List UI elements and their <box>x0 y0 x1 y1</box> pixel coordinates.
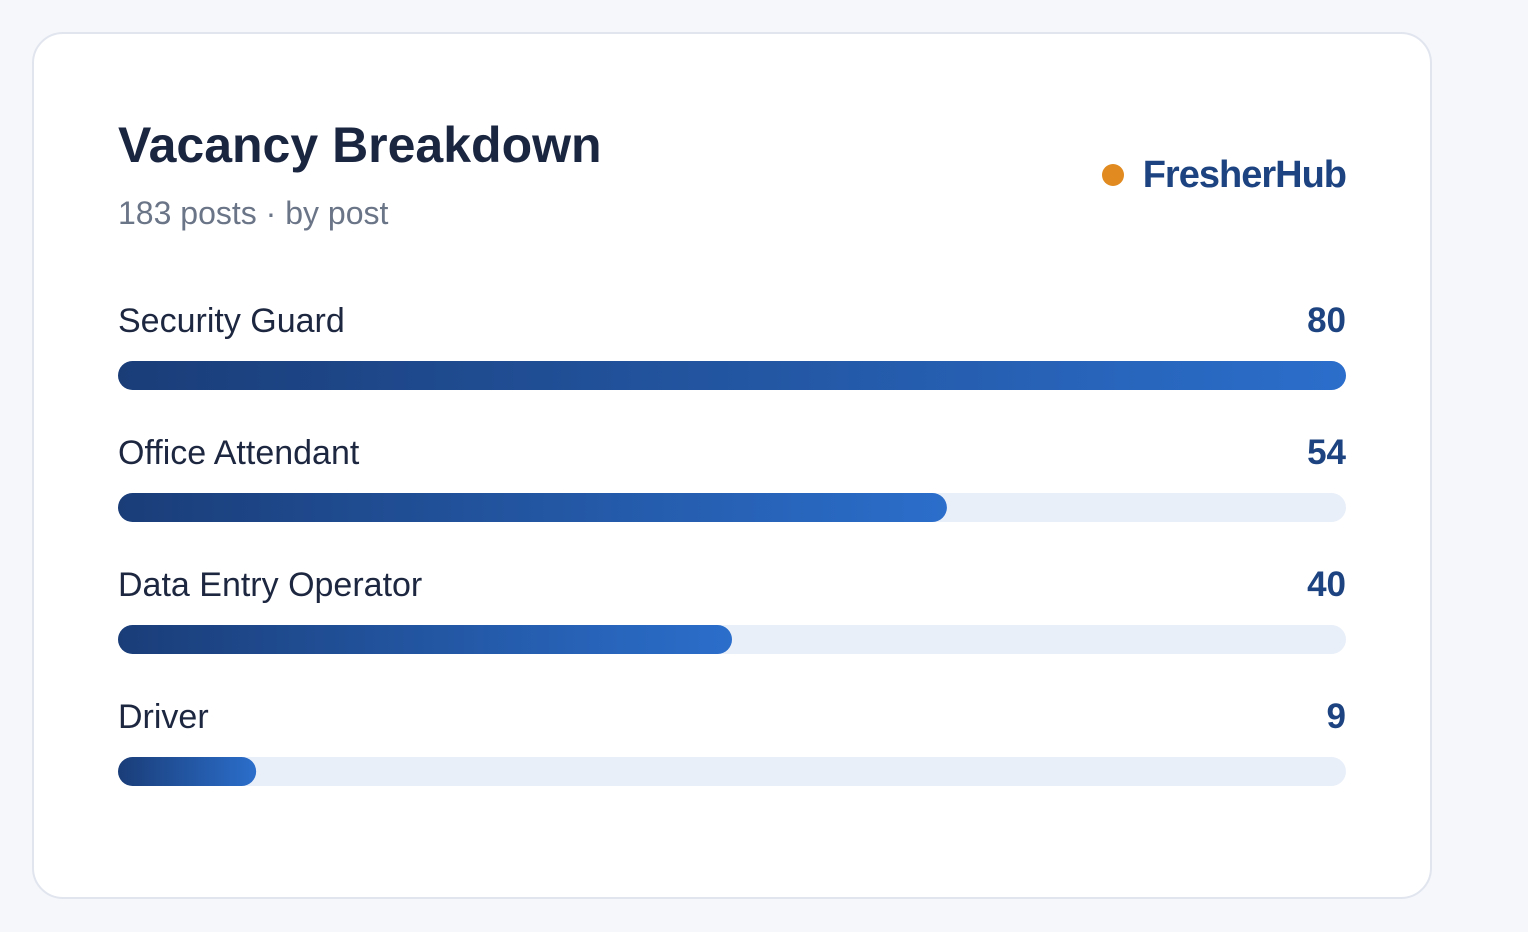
bar <box>118 625 732 654</box>
category-label: Security Guard <box>118 302 345 340</box>
category-label: Driver <box>118 698 209 736</box>
value-label: 54 <box>1307 433 1346 472</box>
bar <box>118 361 1346 390</box>
value-label: 80 <box>1307 301 1346 340</box>
bar-track <box>118 757 1346 786</box>
category-label: Office Attendant <box>118 434 360 472</box>
value-label: 40 <box>1307 565 1346 604</box>
bar <box>118 757 257 786</box>
brand: FresherHub <box>1143 154 1346 196</box>
chart-subtitle: 183 posts · by post <box>118 195 388 231</box>
brand-dot <box>1102 164 1124 186</box>
category-label: Data Entry Operator <box>118 566 422 604</box>
value-label: 9 <box>1327 697 1346 736</box>
card <box>32 32 1432 899</box>
bar <box>118 493 947 522</box>
chart-title: Vacancy Breakdown <box>118 117 602 173</box>
